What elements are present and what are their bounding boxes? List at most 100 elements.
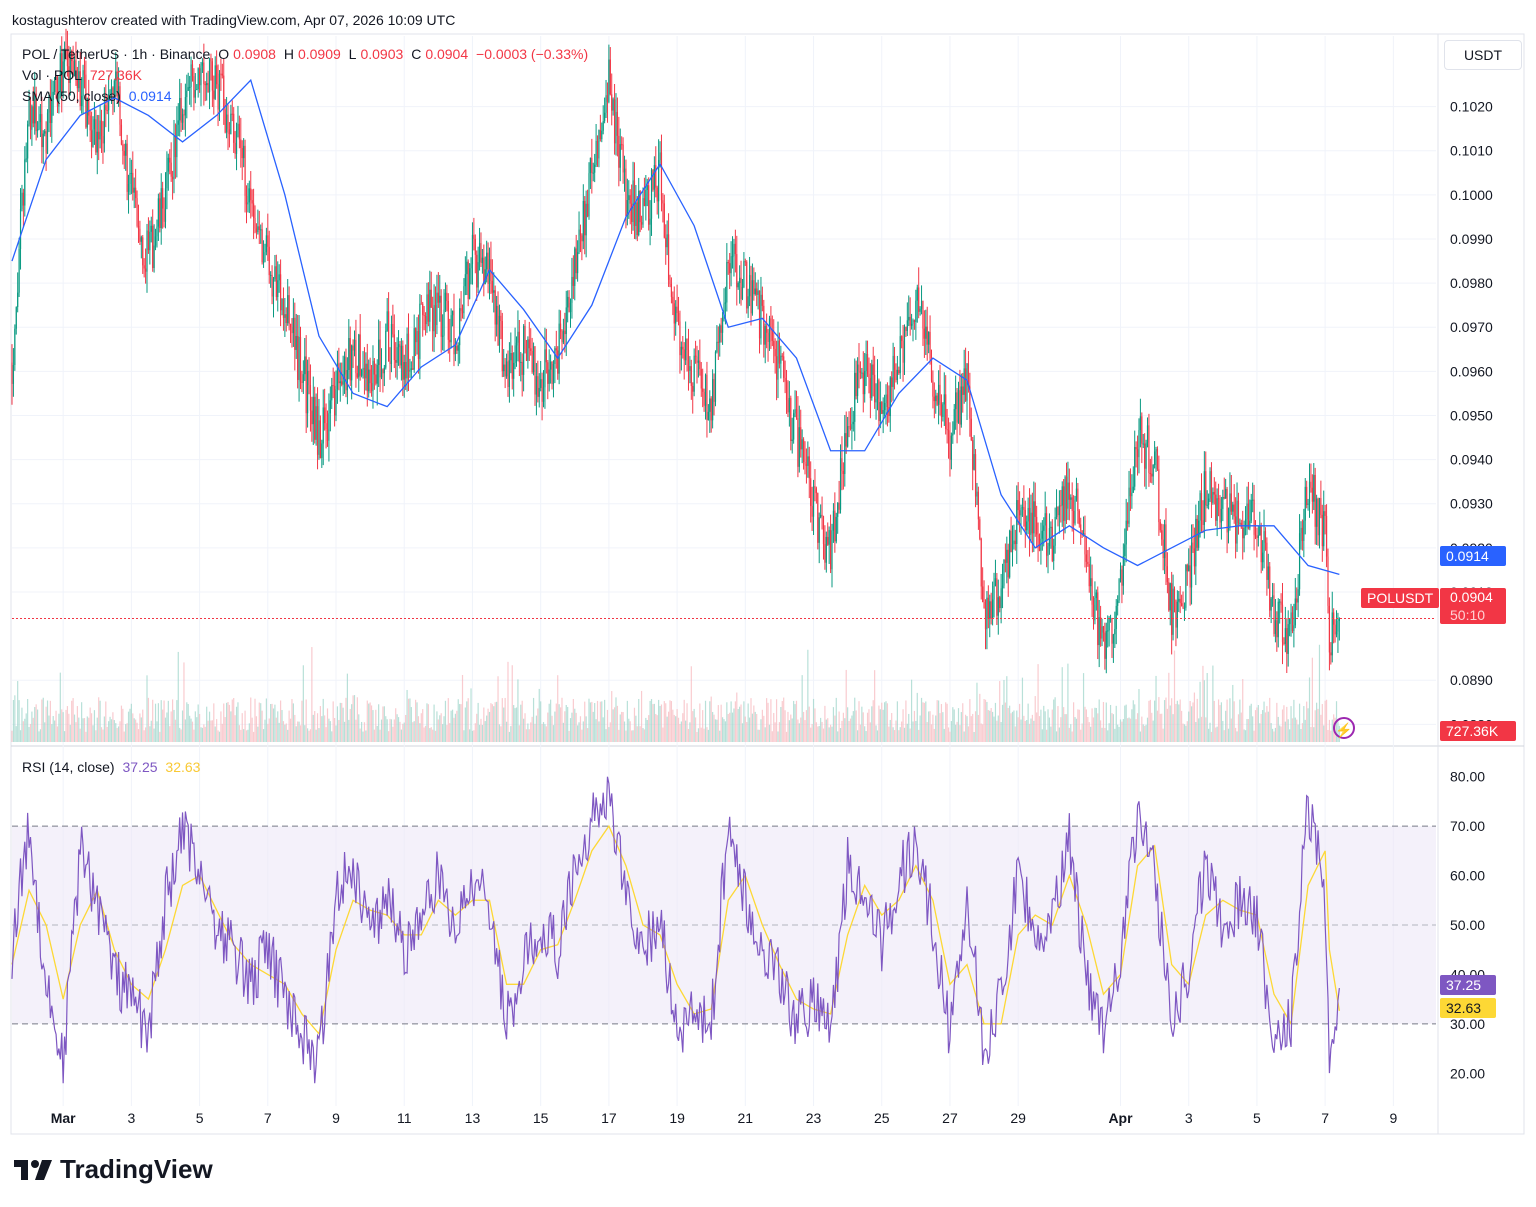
volume-bar: [932, 714, 934, 742]
candle-body: [673, 303, 675, 324]
currency-button[interactable]: USDT: [1444, 40, 1522, 70]
time-tick-label: Mar: [51, 1110, 76, 1126]
candle-body: [345, 356, 347, 391]
volume-bar: [1075, 718, 1078, 742]
sma-label[interactable]: SMA (50, close): [22, 88, 121, 104]
candle-body: [12, 364, 15, 384]
volume-bar: [825, 719, 827, 742]
volume-label[interactable]: Vol · POL: [22, 67, 82, 83]
volume-bar: [446, 725, 448, 742]
candle-body: [585, 203, 587, 236]
time-tick-label: 3: [1185, 1110, 1193, 1126]
volume-bar: [953, 709, 955, 742]
candle-body: [389, 361, 391, 364]
volume-bar: [1331, 719, 1333, 742]
candle-body: [1283, 642, 1285, 644]
candle-body: [660, 152, 663, 201]
volume-bar: [675, 716, 677, 742]
volume-bar: [1222, 720, 1224, 742]
volume-bar: [289, 718, 292, 742]
rsi-label[interactable]: RSI (14, close): [22, 759, 115, 775]
candle-body: [953, 409, 955, 434]
volume-bar: [1046, 729, 1048, 742]
candle-body: [996, 578, 998, 616]
volume-bar: [741, 723, 744, 742]
candle-body: [999, 597, 1001, 609]
candle-body: [848, 426, 850, 428]
volume-bar: [821, 721, 823, 742]
volume-bar: [511, 665, 513, 742]
volume-bar: [922, 702, 924, 742]
candle-body: [1107, 630, 1109, 632]
volume-bar: [373, 729, 375, 742]
candle-body: [832, 510, 835, 531]
candle-body: [1233, 504, 1235, 517]
volume-bar: [771, 731, 773, 742]
candle-body: [861, 372, 863, 374]
volume-bar: [633, 707, 636, 742]
candle-body: [993, 586, 995, 600]
candle-body: [1236, 500, 1238, 544]
volume-bar: [881, 702, 883, 742]
candle-body: [216, 65, 218, 85]
candle-body: [1065, 476, 1068, 509]
volume-bar: [329, 721, 331, 742]
candle-body: [267, 235, 269, 247]
volume-bar: [140, 717, 142, 742]
volume-bar: [1081, 723, 1083, 742]
candle-body: [797, 418, 799, 467]
symbol-title[interactable]: POL / TetherUS · 1h · Binance: [22, 46, 211, 62]
volume-bar: [1026, 720, 1028, 742]
candle-body: [923, 328, 925, 339]
volume-bar: [432, 729, 434, 742]
candle-body: [1281, 604, 1284, 643]
candle-body: [648, 185, 650, 225]
lightning-icon[interactable]: ⚡: [1333, 717, 1355, 739]
tradingview-logo[interactable]: TradingView: [14, 1154, 213, 1185]
volume-bar: [208, 711, 211, 742]
tradingview-logo-icon: [14, 1159, 52, 1180]
close-value: 0.0904: [425, 46, 469, 62]
candle-body: [986, 597, 988, 630]
candle-body: [1219, 499, 1221, 523]
candle-body: [127, 183, 130, 192]
candle-body: [743, 261, 745, 288]
candle-body: [218, 73, 221, 110]
candle-body: [798, 427, 800, 467]
volume-bar: [980, 723, 982, 742]
candle-body: [994, 578, 997, 587]
candle-body: [724, 302, 727, 304]
volume-bar: [95, 730, 97, 742]
candle-body: [1100, 617, 1102, 639]
candle-body: [1064, 476, 1066, 521]
volume-bar: [1316, 702, 1318, 742]
volume-bar: [1250, 703, 1252, 742]
time-tick-label: 13: [465, 1110, 481, 1126]
volume-bar: [1112, 714, 1114, 742]
candle-body: [1044, 513, 1046, 526]
candle-body: [1151, 473, 1153, 477]
volume-bar: [433, 704, 435, 742]
candle-body: [1284, 628, 1286, 644]
volume-bar: [949, 731, 951, 742]
candle-body: [731, 256, 734, 258]
volume-bar: [733, 708, 735, 742]
volume-bar: [1260, 714, 1262, 742]
volume-bar: [629, 721, 631, 742]
volume-bar: [581, 729, 583, 742]
volume-bar: [707, 729, 709, 742]
volume-bar: [987, 710, 989, 742]
candle-body: [635, 202, 637, 226]
candle-body: [1050, 526, 1052, 529]
volume-bar: [763, 715, 765, 742]
volume-bar: [187, 704, 189, 742]
candle-body: [353, 339, 356, 351]
candle-body: [692, 385, 694, 392]
candle-body: [500, 315, 502, 321]
candle-body: [233, 113, 235, 143]
volume-bar: [63, 731, 66, 742]
candle-body: [960, 386, 962, 425]
volume-bar: [486, 715, 488, 742]
volume-bar: [1017, 717, 1019, 742]
